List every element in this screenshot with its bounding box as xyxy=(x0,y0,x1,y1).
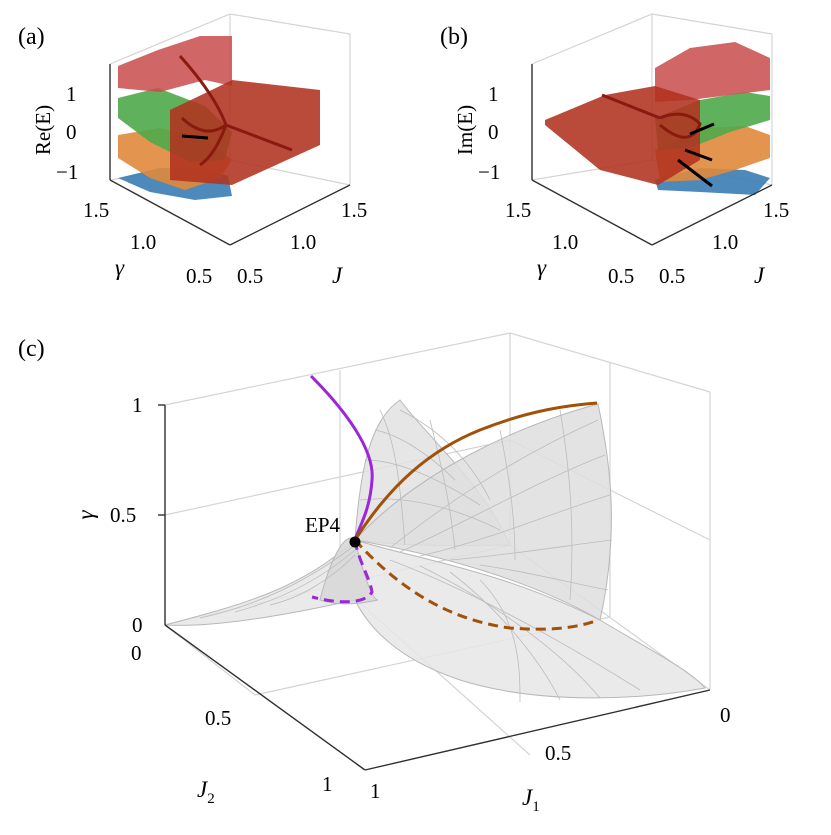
panel-c-curve-purple-dashed xyxy=(311,539,374,604)
panel-a-z-label: Re(E) xyxy=(31,105,55,155)
panel-c-gamma-tick: 0 xyxy=(132,613,143,637)
panel-c-J1-tick: 1 xyxy=(370,779,381,803)
panel-b-curve-black-3 xyxy=(677,158,713,188)
panel-b-gamma-tick: 1.0 xyxy=(552,230,578,254)
panel-c-J1-tick: 0.5 xyxy=(545,741,571,765)
panel-c-J2-label: J2 xyxy=(197,777,215,807)
panel-c-J1-label: J1 xyxy=(522,785,540,815)
panel-a-curve-dark-red-lower xyxy=(199,124,228,167)
panel-a-gamma-tick: 1.0 xyxy=(130,230,156,254)
panel-c-J2-tick: 0 xyxy=(131,641,142,665)
panel-b-curve-dark-red-line xyxy=(601,93,661,120)
panel-b-sheet-red-plane xyxy=(545,86,700,185)
panel-b-sheet-red-top xyxy=(655,42,770,102)
panel-c-gamma-label: γ xyxy=(73,510,98,520)
panel-a-curve-dark-red xyxy=(178,54,228,133)
panel-a-gamma-tick: 1.5 xyxy=(83,198,109,222)
panel-c-label: (c) xyxy=(18,336,45,362)
panel-b-box-top xyxy=(531,13,773,185)
panel-a-J-axis xyxy=(229,184,351,246)
panel-c-surface-mesh xyxy=(199,409,641,703)
panel-b-gamma-axis xyxy=(531,179,653,246)
panel-b-label: (b) xyxy=(440,24,468,50)
panel-c-surface-floor xyxy=(164,539,706,699)
panel-a-J-tick: 0.5 xyxy=(237,264,263,288)
panel-a-gamma-tick: 0.5 xyxy=(186,264,212,288)
panel-a-z-tick: 0 xyxy=(66,120,77,144)
panel-c-surface-wing xyxy=(354,403,612,621)
panel-a-curve-black xyxy=(181,134,209,140)
panel-c-J1-tick: 0 xyxy=(720,703,731,727)
panel-b-curve-black-2 xyxy=(684,148,713,162)
panel-a-box-top xyxy=(109,13,351,185)
panel-a-gamma-label: γ xyxy=(115,255,125,280)
panel-b-J-axis xyxy=(651,184,773,246)
panel-b-gamma-tick: 1.5 xyxy=(505,198,531,222)
panel-b-z-tick: −1 xyxy=(478,160,500,184)
panel-b-J-tick: 1.5 xyxy=(763,198,789,222)
panel-a-J-label: J xyxy=(332,263,344,288)
panel-b-J-tick: 0.5 xyxy=(659,264,685,288)
panel-b-curve-black-1 xyxy=(689,122,715,136)
panel-c-gamma-tick: 1 xyxy=(132,393,143,417)
panel-a-z-tick: 1 xyxy=(66,82,77,106)
panel-a-sheet-red-top xyxy=(118,36,232,92)
panel-c-J1-axis xyxy=(364,689,711,771)
panel-c-curve-brown-solid xyxy=(353,401,598,541)
panel-b-curve-dark-red xyxy=(659,112,702,139)
panel-a-z-tick: −1 xyxy=(56,160,78,184)
panel-a-curve-dark-red-line xyxy=(225,123,293,152)
panel-a-gamma-axis xyxy=(109,179,231,246)
panel-b-z-tick: 1 xyxy=(488,82,499,106)
panel-b-gamma-tick: 0.5 xyxy=(608,264,634,288)
panel-c-curve-brown-dashed xyxy=(353,538,599,631)
panel-b-J-label: J xyxy=(754,263,766,288)
panel-c-surface-inner xyxy=(319,537,379,605)
panel-b-J-tick: 1.0 xyxy=(712,230,738,254)
panel-a-J-tick: 1.5 xyxy=(341,198,367,222)
panel-c: (c) xyxy=(18,332,731,815)
panel-c-J2-axis xyxy=(164,624,366,771)
panel-a-label: (a) xyxy=(18,24,45,50)
panel-b-z-tick: 0 xyxy=(488,120,499,144)
panel-c-J2-tick: 1 xyxy=(322,772,333,796)
panel-c-grid-line xyxy=(164,439,511,516)
panel-c-J2-tick: 0.5 xyxy=(205,706,231,730)
panel-a-J-tick: 1.0 xyxy=(290,230,316,254)
panel-c-ep4-marker xyxy=(349,536,361,548)
panel-c-gamma-tick: 0.5 xyxy=(110,503,136,527)
panel-b-gamma-label: γ xyxy=(537,255,547,280)
panel-c-ep4-label: EP4 xyxy=(305,513,341,537)
panel-c-curve-purple-solid xyxy=(309,374,374,541)
panel-b: (b) 1 0 −1 Im(E) 1.5 1.0 0.5 γ 0.5 1.0 1… xyxy=(440,13,789,288)
panel-b-z-label: Im(E) xyxy=(453,105,477,155)
panel-a: (a) 1 0 −1 Re(E) 1.5 1.0 0.5 γ 0.5 1.0 1… xyxy=(18,13,367,288)
